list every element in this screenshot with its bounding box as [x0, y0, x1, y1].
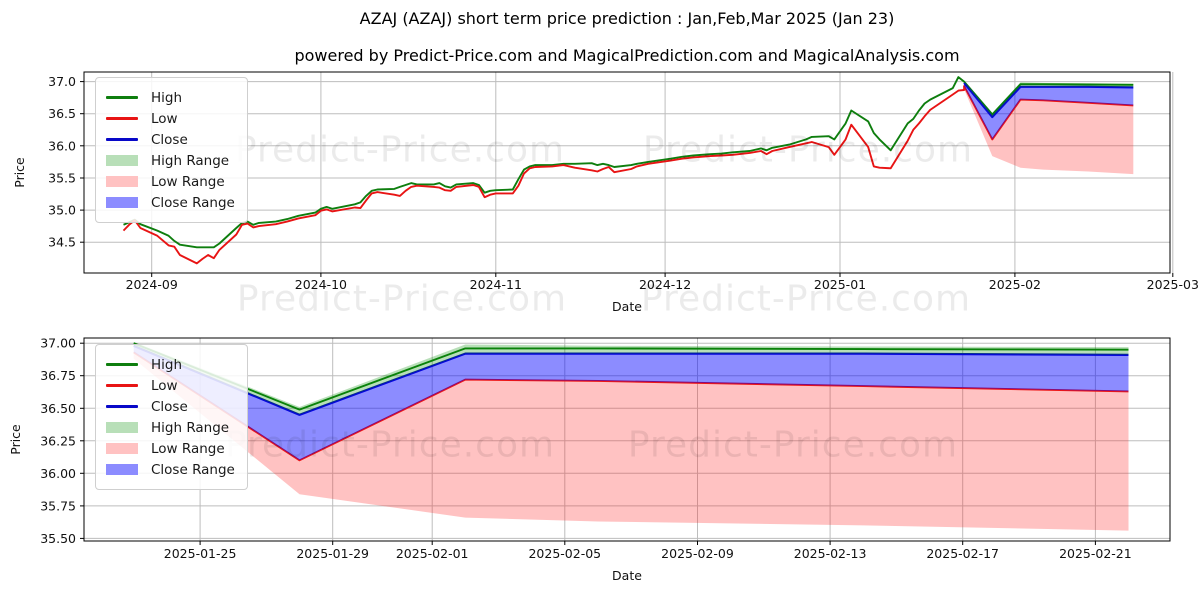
legend-swatch-low-range: [106, 176, 138, 187]
svg-text:35.5: 35.5: [48, 171, 76, 186]
date-axis-label: Date: [612, 568, 642, 583]
legend-swatch-close: [106, 405, 138, 408]
legend-entry: Close: [106, 131, 235, 148]
legend-swatch-low: [106, 117, 138, 120]
legend-label: Low: [151, 110, 178, 127]
legend-entry: High Range: [106, 152, 235, 169]
close-range-fill: [964, 82, 1134, 140]
svg-text:36.25: 36.25: [40, 433, 76, 448]
svg-text:2024-09: 2024-09: [126, 277, 178, 292]
close-line: [133, 344, 1129, 416]
svg-text:2025-02-21: 2025-02-21: [1059, 546, 1132, 561]
legend-swatch-low-range: [106, 443, 138, 454]
svg-text:2024-11: 2024-11: [470, 277, 522, 292]
grid: [84, 338, 1170, 541]
svg-text:2025-03: 2025-03: [1147, 277, 1199, 292]
legend-entry: Low: [106, 377, 235, 394]
svg-text:37.0: 37.0: [48, 74, 76, 89]
legend-entry: Low Range: [106, 173, 235, 190]
svg-text:2025-01: 2025-01: [814, 277, 866, 292]
legend-top-chart: High Low Close High Range Low Range Close Ran…: [95, 77, 248, 223]
date-axis-label: Date: [612, 299, 642, 314]
legend-label: High Range: [151, 419, 230, 436]
svg-text:2025-02-17: 2025-02-17: [926, 546, 999, 561]
legend-swatch-close: [106, 138, 138, 141]
grid: [84, 72, 1174, 273]
high-line: [123, 76, 1134, 249]
svg-text:2024-10: 2024-10: [295, 277, 347, 292]
legend-label: Low Range: [151, 173, 225, 190]
tick-labels: 2024-09 2024-10 2024-11 2024-12 2025-01 2025-…: [48, 74, 1199, 292]
legend-swatch-low: [106, 384, 138, 387]
svg-text:2025-02: 2025-02: [989, 277, 1041, 292]
svg-text:35.0: 35.0: [48, 203, 76, 218]
legend-swatch-close-range: [106, 464, 138, 475]
svg-text:37.00: 37.00: [40, 336, 76, 351]
svg-text:2025-02-01: 2025-02-01: [396, 546, 469, 561]
legend-entry: High: [106, 356, 235, 373]
svg-text:2025-01-29: 2025-01-29: [296, 546, 369, 561]
legend-entry: Close: [106, 398, 235, 415]
svg-text:2025-02-09: 2025-02-09: [661, 546, 734, 561]
plot-frame: [83, 337, 1171, 542]
low-range-fill: [133, 352, 1129, 531]
legend-label: High: [151, 356, 183, 373]
svg-text:36.00: 36.00: [40, 466, 76, 481]
legend-swatch-high: [106, 363, 138, 366]
svg-text:2025-01-25: 2025-01-25: [164, 546, 237, 561]
close-line: [963, 82, 1134, 119]
legend-entry: Low: [106, 110, 235, 127]
svg-text:2024-12: 2024-12: [639, 277, 691, 292]
legend-swatch-high-range: [106, 422, 138, 433]
chart-subtitle: powered by Predict-Price.com and Magical…: [294, 46, 960, 65]
high-line: [133, 342, 1129, 411]
svg-text:34.5: 34.5: [48, 235, 76, 250]
tick-marks: [80, 81, 1174, 277]
high-range-fill: [964, 81, 1134, 117]
svg-text:35.50: 35.50: [40, 531, 76, 546]
legend-swatch-high: [106, 96, 138, 99]
legend-entry: Close Range: [106, 194, 235, 211]
svg-text:35.75: 35.75: [40, 498, 76, 513]
legend-label: Low Range: [151, 440, 225, 457]
svg-text:2025-02-13: 2025-02-13: [794, 546, 867, 561]
legend-label: Low: [151, 377, 178, 394]
legend-swatch-high-range: [106, 155, 138, 166]
legend-entry: High Range: [106, 419, 235, 436]
svg-text:2025-02-05: 2025-02-05: [528, 546, 601, 561]
legend-entry: Low Range: [106, 440, 235, 457]
chart-title: AZAJ (AZAJ) short term price prediction …: [359, 9, 895, 28]
low-range-fill: [964, 86, 1134, 175]
tick-marks: [80, 342, 1096, 545]
legend-entry: Close Range: [106, 461, 235, 478]
legend-label: High: [151, 89, 183, 106]
low-line: [122, 85, 1134, 265]
svg-text:36.50: 36.50: [40, 401, 76, 416]
legend-bottom-chart: High Low Close High Range Low Range Close Ran…: [95, 344, 248, 490]
plot-frame: [83, 71, 1171, 274]
legend-label: Close: [151, 131, 188, 148]
svg-text:36.0: 36.0: [48, 138, 76, 153]
price-axis-label: Price: [12, 157, 27, 188]
legend-label: High Range: [151, 152, 230, 169]
high-range-fill: [133, 341, 1129, 415]
legend-label: Close Range: [151, 461, 235, 478]
close-range-fill: [133, 345, 1129, 461]
legend-entry: High: [106, 89, 235, 106]
svg-text:36.75: 36.75: [40, 368, 76, 383]
low-line: [133, 351, 1129, 462]
legend-swatch-close-range: [106, 197, 138, 208]
legend-label: Close Range: [151, 194, 235, 211]
legend-label: Close: [151, 398, 188, 415]
tick-labels: 2025-01-25 2025-01-29 2025-02-01 2025-02-05…: [40, 336, 1132, 561]
price-axis-label: Price: [8, 424, 23, 455]
svg-text:36.5: 36.5: [48, 106, 76, 121]
